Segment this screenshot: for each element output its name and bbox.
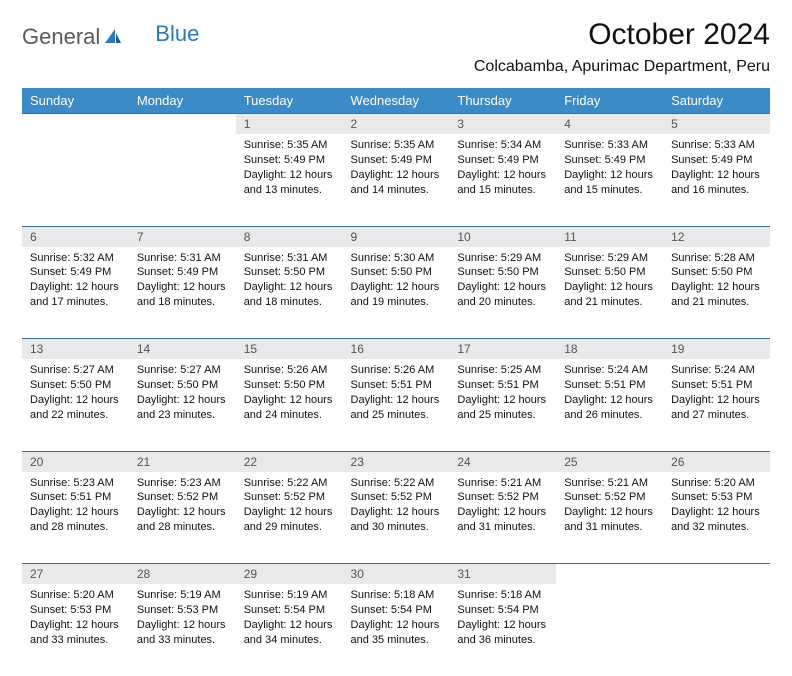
day-number-cell: 28 <box>129 564 236 585</box>
day-number-cell: 20 <box>22 451 129 472</box>
day-content-cell: Sunrise: 5:21 AMSunset: 5:52 PMDaylight:… <box>449 472 556 564</box>
sail-icon <box>103 27 123 50</box>
day-content-cell: Sunrise: 5:33 AMSunset: 5:49 PMDaylight:… <box>663 134 770 226</box>
day-content-cell <box>556 584 663 676</box>
day-number-cell: 17 <box>449 339 556 360</box>
day-content-cell: Sunrise: 5:25 AMSunset: 5:51 PMDaylight:… <box>449 359 556 451</box>
location: Colcabamba, Apurimac Department, Peru <box>474 58 770 76</box>
month-title: October 2024 <box>474 18 770 52</box>
day-number-cell: 23 <box>343 451 450 472</box>
logo-text-general: General <box>22 24 100 50</box>
day-content-cell: Sunrise: 5:22 AMSunset: 5:52 PMDaylight:… <box>236 472 343 564</box>
day-content-cell: Sunrise: 5:24 AMSunset: 5:51 PMDaylight:… <box>556 359 663 451</box>
day-number-cell: 25 <box>556 451 663 472</box>
day-content-cell: Sunrise: 5:21 AMSunset: 5:52 PMDaylight:… <box>556 472 663 564</box>
weekday-header: Thursday <box>449 88 556 114</box>
day-number-cell: 30 <box>343 564 450 585</box>
day-content-row: Sunrise: 5:35 AMSunset: 5:49 PMDaylight:… <box>22 134 770 226</box>
day-content-cell: Sunrise: 5:22 AMSunset: 5:52 PMDaylight:… <box>343 472 450 564</box>
day-content-cell: Sunrise: 5:26 AMSunset: 5:50 PMDaylight:… <box>236 359 343 451</box>
day-number-cell: 3 <box>449 114 556 135</box>
day-number-row: 13141516171819 <box>22 339 770 360</box>
page-header: General Blue October 2024 Colcabamba, Ap… <box>22 18 770 84</box>
day-number-cell: 15 <box>236 339 343 360</box>
day-content-cell: Sunrise: 5:27 AMSunset: 5:50 PMDaylight:… <box>129 359 236 451</box>
day-content-cell: Sunrise: 5:23 AMSunset: 5:51 PMDaylight:… <box>22 472 129 564</box>
day-content-cell: Sunrise: 5:26 AMSunset: 5:51 PMDaylight:… <box>343 359 450 451</box>
day-content-cell: Sunrise: 5:24 AMSunset: 5:51 PMDaylight:… <box>663 359 770 451</box>
day-number-row: 6789101112 <box>22 226 770 247</box>
weekday-header: Wednesday <box>343 88 450 114</box>
title-block: October 2024 Colcabamba, Apurimac Depart… <box>474 18 770 84</box>
day-content-cell: Sunrise: 5:19 AMSunset: 5:53 PMDaylight:… <box>129 584 236 676</box>
weekday-header: Monday <box>129 88 236 114</box>
day-number-cell: 5 <box>663 114 770 135</box>
day-content-cell <box>663 584 770 676</box>
day-number-cell: 24 <box>449 451 556 472</box>
day-number-cell: 9 <box>343 226 450 247</box>
logo: General Blue <box>22 24 199 50</box>
day-number-cell: 6 <box>22 226 129 247</box>
logo-text-blue: Blue <box>155 21 199 47</box>
day-number-row: 2728293031 <box>22 564 770 585</box>
day-content-cell <box>129 134 236 226</box>
day-content-cell: Sunrise: 5:20 AMSunset: 5:53 PMDaylight:… <box>663 472 770 564</box>
day-number-cell: 12 <box>663 226 770 247</box>
day-number-cell <box>556 564 663 585</box>
day-number-cell: 29 <box>236 564 343 585</box>
day-content-cell: Sunrise: 5:29 AMSunset: 5:50 PMDaylight:… <box>556 247 663 339</box>
day-number-cell: 22 <box>236 451 343 472</box>
weekday-header: Friday <box>556 88 663 114</box>
day-content-cell: Sunrise: 5:27 AMSunset: 5:50 PMDaylight:… <box>22 359 129 451</box>
day-content-cell: Sunrise: 5:30 AMSunset: 5:50 PMDaylight:… <box>343 247 450 339</box>
day-number-cell: 7 <box>129 226 236 247</box>
day-number-cell: 13 <box>22 339 129 360</box>
day-content-cell: Sunrise: 5:31 AMSunset: 5:50 PMDaylight:… <box>236 247 343 339</box>
day-content-cell: Sunrise: 5:18 AMSunset: 5:54 PMDaylight:… <box>449 584 556 676</box>
day-content-cell: Sunrise: 5:35 AMSunset: 5:49 PMDaylight:… <box>236 134 343 226</box>
day-content-cell: Sunrise: 5:34 AMSunset: 5:49 PMDaylight:… <box>449 134 556 226</box>
day-content-cell: Sunrise: 5:29 AMSunset: 5:50 PMDaylight:… <box>449 247 556 339</box>
day-content-cell: Sunrise: 5:33 AMSunset: 5:49 PMDaylight:… <box>556 134 663 226</box>
weekday-header: Saturday <box>663 88 770 114</box>
day-content-row: Sunrise: 5:20 AMSunset: 5:53 PMDaylight:… <box>22 584 770 676</box>
day-number-cell: 4 <box>556 114 663 135</box>
day-content-cell: Sunrise: 5:18 AMSunset: 5:54 PMDaylight:… <box>343 584 450 676</box>
day-number-cell: 11 <box>556 226 663 247</box>
day-content-cell <box>22 134 129 226</box>
day-content-cell: Sunrise: 5:31 AMSunset: 5:49 PMDaylight:… <box>129 247 236 339</box>
day-content-row: Sunrise: 5:23 AMSunset: 5:51 PMDaylight:… <box>22 472 770 564</box>
day-content-row: Sunrise: 5:27 AMSunset: 5:50 PMDaylight:… <box>22 359 770 451</box>
day-number-cell: 19 <box>663 339 770 360</box>
weekday-header: Tuesday <box>236 88 343 114</box>
day-number-cell: 26 <box>663 451 770 472</box>
day-number-cell: 14 <box>129 339 236 360</box>
day-number-row: 12345 <box>22 114 770 135</box>
day-content-cell: Sunrise: 5:20 AMSunset: 5:53 PMDaylight:… <box>22 584 129 676</box>
day-number-cell <box>663 564 770 585</box>
weekday-header: Sunday <box>22 88 129 114</box>
day-number-cell: 18 <box>556 339 663 360</box>
day-content-cell: Sunrise: 5:32 AMSunset: 5:49 PMDaylight:… <box>22 247 129 339</box>
day-number-cell: 8 <box>236 226 343 247</box>
day-number-cell: 21 <box>129 451 236 472</box>
day-number-cell: 31 <box>449 564 556 585</box>
day-number-row: 20212223242526 <box>22 451 770 472</box>
day-number-cell: 1 <box>236 114 343 135</box>
day-number-cell: 27 <box>22 564 129 585</box>
day-number-cell: 16 <box>343 339 450 360</box>
day-content-cell: Sunrise: 5:19 AMSunset: 5:54 PMDaylight:… <box>236 584 343 676</box>
weekday-header-row: SundayMondayTuesdayWednesdayThursdayFrid… <box>22 88 770 114</box>
day-number-cell <box>129 114 236 135</box>
day-number-cell: 10 <box>449 226 556 247</box>
day-number-cell <box>22 114 129 135</box>
day-number-cell: 2 <box>343 114 450 135</box>
day-content-cell: Sunrise: 5:35 AMSunset: 5:49 PMDaylight:… <box>343 134 450 226</box>
day-content-cell: Sunrise: 5:28 AMSunset: 5:50 PMDaylight:… <box>663 247 770 339</box>
day-content-row: Sunrise: 5:32 AMSunset: 5:49 PMDaylight:… <box>22 247 770 339</box>
calendar-table: SundayMondayTuesdayWednesdayThursdayFrid… <box>22 88 770 676</box>
day-content-cell: Sunrise: 5:23 AMSunset: 5:52 PMDaylight:… <box>129 472 236 564</box>
